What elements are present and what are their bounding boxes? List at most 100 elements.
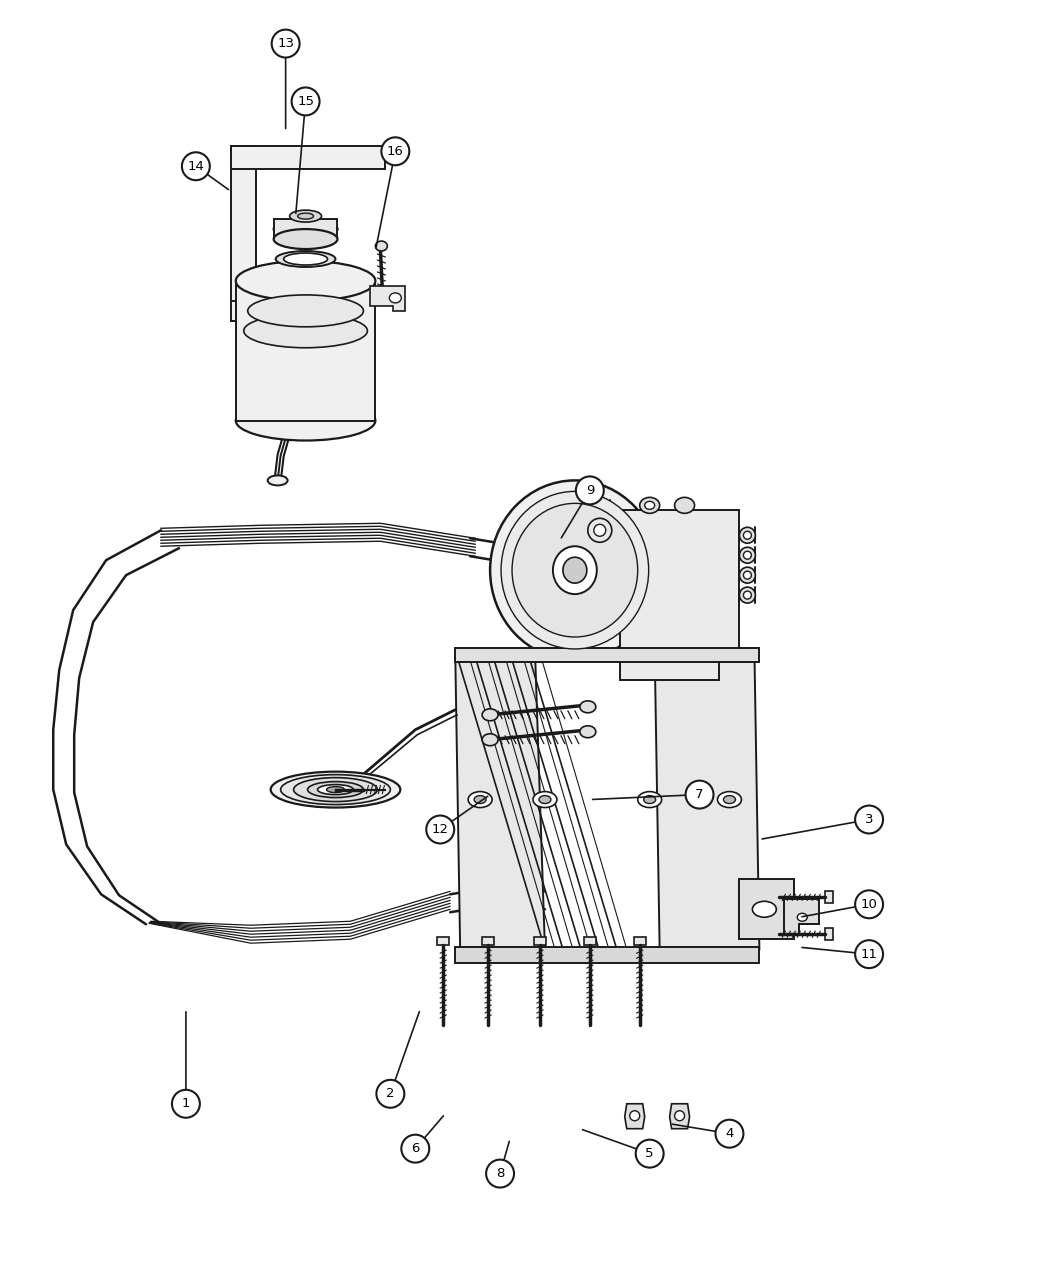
Ellipse shape bbox=[743, 592, 752, 599]
Circle shape bbox=[376, 1080, 404, 1108]
Polygon shape bbox=[620, 510, 739, 680]
Circle shape bbox=[575, 477, 604, 505]
Polygon shape bbox=[231, 301, 311, 321]
Polygon shape bbox=[456, 648, 759, 662]
Ellipse shape bbox=[308, 782, 363, 798]
Bar bbox=[437, 937, 449, 945]
Text: 9: 9 bbox=[586, 484, 594, 497]
Circle shape bbox=[855, 940, 883, 968]
Text: 12: 12 bbox=[432, 822, 448, 836]
Ellipse shape bbox=[317, 784, 354, 794]
Circle shape bbox=[486, 1160, 514, 1187]
Ellipse shape bbox=[553, 546, 596, 594]
Circle shape bbox=[635, 1140, 664, 1168]
Polygon shape bbox=[456, 947, 759, 963]
Circle shape bbox=[855, 890, 883, 918]
Ellipse shape bbox=[630, 1111, 639, 1121]
Ellipse shape bbox=[280, 775, 391, 805]
Text: 15: 15 bbox=[297, 94, 314, 108]
Polygon shape bbox=[371, 286, 405, 311]
Polygon shape bbox=[784, 899, 819, 935]
Bar bbox=[482, 937, 495, 945]
Ellipse shape bbox=[743, 532, 752, 539]
Text: 5: 5 bbox=[646, 1148, 654, 1160]
Text: 11: 11 bbox=[861, 947, 878, 960]
Ellipse shape bbox=[475, 796, 486, 803]
Ellipse shape bbox=[717, 792, 741, 807]
Text: 1: 1 bbox=[182, 1098, 190, 1111]
Ellipse shape bbox=[674, 1111, 685, 1121]
Ellipse shape bbox=[739, 547, 755, 564]
Circle shape bbox=[426, 816, 455, 844]
Text: 14: 14 bbox=[188, 159, 205, 172]
Ellipse shape bbox=[723, 796, 735, 803]
Circle shape bbox=[272, 29, 299, 57]
Ellipse shape bbox=[271, 771, 400, 807]
Ellipse shape bbox=[248, 295, 363, 326]
Text: 4: 4 bbox=[726, 1127, 734, 1140]
Text: 2: 2 bbox=[386, 1088, 395, 1100]
Bar bbox=[825, 891, 834, 903]
Ellipse shape bbox=[580, 701, 595, 713]
Polygon shape bbox=[231, 147, 256, 321]
Ellipse shape bbox=[274, 230, 337, 249]
Ellipse shape bbox=[376, 241, 387, 251]
Polygon shape bbox=[654, 650, 759, 949]
Circle shape bbox=[182, 152, 210, 180]
Ellipse shape bbox=[390, 293, 401, 303]
Ellipse shape bbox=[588, 519, 612, 542]
Ellipse shape bbox=[739, 567, 755, 583]
Ellipse shape bbox=[244, 314, 368, 348]
Polygon shape bbox=[236, 280, 376, 421]
Ellipse shape bbox=[268, 476, 288, 486]
Ellipse shape bbox=[482, 733, 498, 746]
Bar bbox=[825, 928, 834, 940]
Ellipse shape bbox=[512, 504, 637, 638]
Ellipse shape bbox=[639, 497, 659, 514]
Circle shape bbox=[686, 780, 714, 808]
Ellipse shape bbox=[739, 586, 755, 603]
Polygon shape bbox=[739, 880, 794, 940]
Polygon shape bbox=[625, 1104, 645, 1128]
Text: 16: 16 bbox=[386, 145, 404, 158]
Ellipse shape bbox=[580, 725, 595, 738]
Polygon shape bbox=[670, 1104, 690, 1128]
Ellipse shape bbox=[739, 528, 755, 543]
Ellipse shape bbox=[327, 787, 344, 793]
Ellipse shape bbox=[594, 524, 606, 537]
Polygon shape bbox=[456, 650, 545, 949]
Circle shape bbox=[172, 1090, 200, 1118]
Ellipse shape bbox=[482, 709, 498, 720]
Ellipse shape bbox=[674, 497, 694, 514]
Circle shape bbox=[715, 1119, 743, 1148]
Bar bbox=[584, 937, 595, 945]
Ellipse shape bbox=[797, 913, 807, 922]
Ellipse shape bbox=[743, 571, 752, 579]
Text: 8: 8 bbox=[496, 1167, 504, 1181]
Text: 3: 3 bbox=[865, 813, 874, 826]
Circle shape bbox=[381, 138, 410, 166]
Polygon shape bbox=[231, 147, 385, 170]
Ellipse shape bbox=[637, 792, 662, 807]
Ellipse shape bbox=[533, 792, 556, 807]
Bar bbox=[534, 937, 546, 945]
Ellipse shape bbox=[276, 251, 336, 266]
Text: 7: 7 bbox=[695, 788, 704, 801]
Text: 10: 10 bbox=[861, 898, 878, 910]
Ellipse shape bbox=[753, 901, 776, 917]
Ellipse shape bbox=[539, 796, 551, 803]
Circle shape bbox=[401, 1135, 429, 1163]
Ellipse shape bbox=[236, 261, 376, 301]
Ellipse shape bbox=[644, 796, 655, 803]
Ellipse shape bbox=[294, 778, 377, 802]
Ellipse shape bbox=[290, 210, 321, 222]
Ellipse shape bbox=[297, 213, 314, 219]
Ellipse shape bbox=[274, 219, 337, 238]
Ellipse shape bbox=[543, 537, 607, 604]
Ellipse shape bbox=[490, 481, 659, 660]
Ellipse shape bbox=[645, 501, 654, 509]
Ellipse shape bbox=[501, 491, 649, 649]
Text: 6: 6 bbox=[412, 1142, 420, 1155]
Polygon shape bbox=[274, 219, 337, 238]
Ellipse shape bbox=[563, 557, 587, 583]
